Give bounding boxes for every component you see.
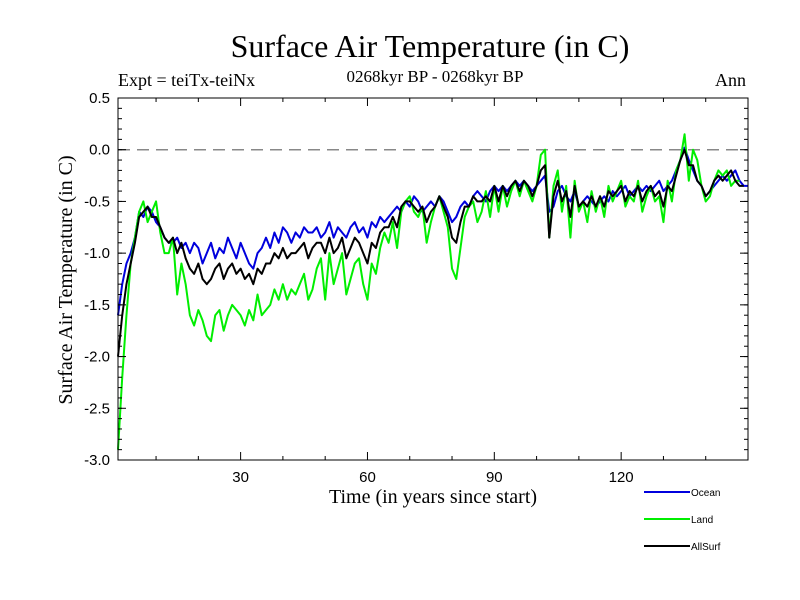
y-tick-label: -2.5 bbox=[84, 400, 110, 417]
legend-label-ocean: Ocean bbox=[691, 488, 720, 499]
x-tick-label: 90 bbox=[486, 469, 503, 486]
y-tick-label: -1.0 bbox=[84, 245, 110, 262]
series-line-land bbox=[117, 133, 740, 450]
y-tick-label: -1.5 bbox=[84, 297, 110, 314]
legend-label-land: Land bbox=[691, 515, 713, 526]
x-tick-label: 30 bbox=[232, 469, 249, 486]
y-axis-label: Surface Air Temperature (in C) bbox=[55, 155, 77, 404]
x-axis: 30 60 90 120 bbox=[155, 98, 707, 486]
y-tick-label: -0.5 bbox=[84, 193, 110, 210]
chart-title: Surface Air Temperature (in C) bbox=[231, 28, 630, 64]
legend-label-allsurf: AllSurf bbox=[691, 542, 721, 553]
x-tick-label: 120 bbox=[609, 469, 634, 486]
plot-area: -3.0 -2.5 -2.0 -1.5 -1.0 -0.5 0.0 0.5 30 60 90 120 bbox=[84, 90, 749, 486]
legend: Ocean Land AllSurf bbox=[644, 488, 721, 553]
x-tick-label: 60 bbox=[359, 469, 376, 486]
plot-frame bbox=[117, 97, 749, 461]
series-group bbox=[117, 133, 748, 450]
y-tick-label: -2.0 bbox=[84, 349, 110, 366]
season-label: Ann bbox=[715, 70, 746, 90]
y-tick-label: 0.5 bbox=[89, 90, 110, 107]
series-line-allsurf bbox=[117, 148, 744, 357]
x-axis-label: Time (in years since start) bbox=[329, 486, 537, 508]
y-tick-label: 0.0 bbox=[89, 142, 110, 159]
y-axis: -3.0 -2.5 -2.0 -1.5 -1.0 -0.5 0.0 0.5 bbox=[84, 90, 748, 469]
experiment-label: Expt = teiTx-teiNx bbox=[118, 70, 255, 90]
chart-subtitle: 0268kyr BP - 0268kyr BP bbox=[347, 67, 524, 86]
series-line-ocean bbox=[117, 146, 748, 316]
y-tick-label: -3.0 bbox=[84, 452, 110, 469]
